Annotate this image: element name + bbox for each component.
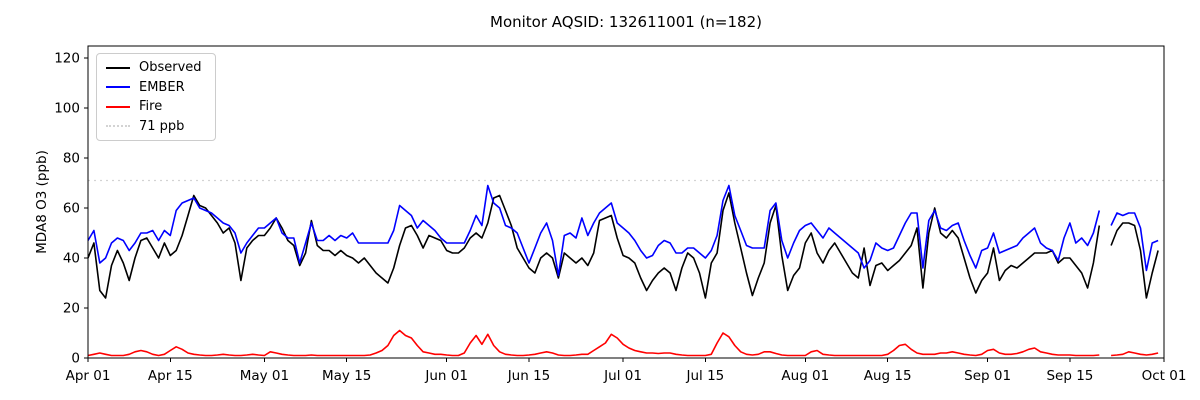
y-tick-label: 80 (63, 151, 80, 167)
chart-title: Monitor AQSID: 132611001 (n=182) (490, 13, 762, 31)
x-tick-label: Jul 01 (603, 368, 642, 384)
legend-item-fire: Fire (106, 100, 202, 113)
x-tick-label: Oct 01 (1142, 368, 1187, 384)
fire-line-sample (106, 105, 130, 108)
ember-line (87, 184, 1159, 277)
x-tick-label: Apr 01 (66, 368, 111, 384)
legend-label-threshold: 71 ppb (139, 118, 185, 134)
observed-line (87, 192, 1159, 299)
x-tick-label: Apr 15 (148, 368, 193, 384)
legend-label-fire: Fire (139, 99, 163, 115)
ember-line-sample (106, 86, 130, 89)
y-tick-label: 40 (63, 251, 80, 267)
fire-line (87, 329, 1159, 357)
threshold-line-sample (106, 125, 130, 128)
legend: Observed EMBER Fire 71 ppb (96, 53, 216, 141)
y-tick-label: 20 (63, 301, 80, 317)
y-tick-label: 0 (71, 351, 80, 367)
y-tick-label: 120 (54, 51, 80, 67)
x-tick-label: Sep 01 (964, 368, 1011, 384)
x-tick-label: May 01 (240, 368, 289, 384)
x-tick-label: Jun 15 (507, 368, 551, 384)
x-tick-label: Aug 01 (781, 368, 829, 384)
y-tick-label: 60 (63, 201, 80, 217)
x-tick-label: Jun 01 (424, 368, 468, 384)
x-tick-label: Jul 15 (685, 368, 724, 384)
x-tick-label: Sep 15 (1046, 368, 1093, 384)
x-tick-label: May 15 (322, 368, 371, 384)
legend-item-threshold: 71 ppb (106, 120, 202, 133)
legend-item-observed: Observed (106, 61, 202, 74)
legend-label-observed: Observed (139, 60, 202, 75)
plot-frame (87, 45, 1165, 359)
x-tick-label: Aug 15 (864, 368, 912, 384)
legend-item-ember: EMBER (106, 81, 202, 94)
y-tick-label: 100 (54, 101, 80, 117)
observed-line-sample (106, 66, 130, 69)
legend-label-ember: EMBER (139, 79, 185, 95)
